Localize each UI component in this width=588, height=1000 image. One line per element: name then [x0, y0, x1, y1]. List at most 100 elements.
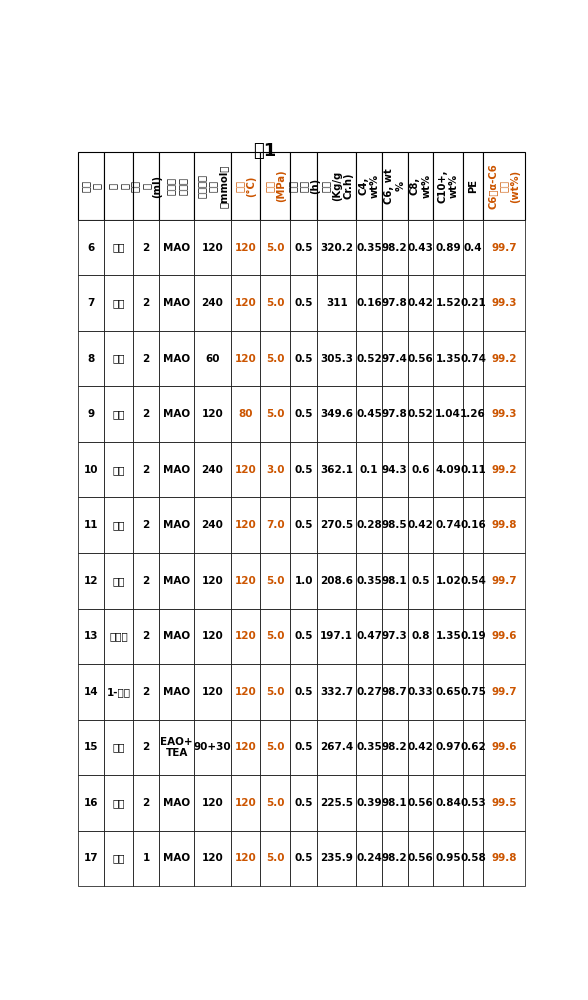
Bar — [356, 609, 382, 664]
Bar — [382, 609, 407, 664]
Bar — [194, 386, 231, 442]
Bar — [260, 386, 290, 442]
Text: 甲苯: 甲苯 — [112, 409, 125, 419]
Bar — [483, 331, 524, 386]
Text: 2: 2 — [142, 576, 150, 586]
Text: 0.75: 0.75 — [460, 687, 486, 697]
Bar — [159, 664, 194, 720]
Text: 5.0: 5.0 — [266, 409, 285, 419]
Bar — [407, 442, 433, 497]
Text: 120: 120 — [202, 853, 223, 863]
Bar — [290, 720, 318, 775]
Text: 1.52: 1.52 — [435, 298, 461, 308]
Text: 甲苯: 甲苯 — [112, 798, 125, 808]
Text: 0.1: 0.1 — [360, 465, 378, 475]
Bar — [104, 152, 133, 220]
Bar — [194, 220, 231, 275]
Bar — [318, 720, 356, 775]
Text: 甲苯: 甲苯 — [112, 520, 125, 530]
Bar — [260, 609, 290, 664]
Bar — [407, 553, 433, 609]
Text: 120: 120 — [202, 798, 223, 808]
Bar — [290, 442, 318, 497]
Text: 0.43: 0.43 — [407, 243, 433, 253]
Text: 2: 2 — [142, 742, 150, 752]
Bar — [159, 442, 194, 497]
Bar — [159, 331, 194, 386]
Text: 5.0: 5.0 — [266, 798, 285, 808]
Text: MAO: MAO — [163, 298, 190, 308]
Bar — [433, 386, 463, 442]
Text: 压力
(MPa): 压力 (MPa) — [265, 170, 286, 202]
Bar — [483, 442, 524, 497]
Text: 120: 120 — [235, 576, 256, 586]
Bar — [382, 664, 407, 720]
Bar — [382, 720, 407, 775]
Text: 0.19: 0.19 — [460, 631, 486, 641]
Bar — [382, 331, 407, 386]
Bar — [433, 442, 463, 497]
Text: 0.5: 0.5 — [295, 742, 313, 752]
Bar — [231, 497, 260, 553]
Bar — [433, 497, 463, 553]
Text: EAO+
TEA: EAO+ TEA — [161, 737, 193, 758]
Bar — [78, 152, 104, 220]
Bar — [159, 553, 194, 609]
Bar — [318, 775, 356, 831]
Bar — [483, 152, 524, 220]
Bar — [194, 152, 231, 220]
Bar — [290, 220, 318, 275]
Bar — [104, 442, 133, 497]
Bar — [159, 386, 194, 442]
Text: PE: PE — [468, 179, 478, 193]
Bar — [104, 331, 133, 386]
Bar — [133, 220, 159, 275]
Bar — [194, 609, 231, 664]
Text: 甲苯: 甲苯 — [112, 853, 125, 863]
Text: MAO: MAO — [163, 576, 190, 586]
Bar — [407, 275, 433, 331]
Text: 120: 120 — [202, 631, 223, 641]
Bar — [433, 775, 463, 831]
Text: 120: 120 — [235, 798, 256, 808]
Text: 99.3: 99.3 — [491, 409, 517, 419]
Text: 0.42: 0.42 — [407, 520, 433, 530]
Text: 0.42: 0.42 — [407, 742, 433, 752]
Bar — [78, 831, 104, 886]
Text: C8,
wt%: C8, wt% — [410, 174, 431, 198]
Text: 0.21: 0.21 — [460, 298, 486, 308]
Text: 97.4: 97.4 — [382, 354, 407, 364]
Text: 0.56: 0.56 — [407, 853, 433, 863]
Text: 0.35: 0.35 — [356, 742, 382, 752]
Bar — [382, 775, 407, 831]
Bar — [463, 442, 483, 497]
Text: 0.35: 0.35 — [356, 576, 382, 586]
Bar — [433, 831, 463, 886]
Text: 120: 120 — [235, 520, 256, 530]
Bar — [433, 331, 463, 386]
Text: 60: 60 — [205, 354, 220, 364]
Text: 二甲苯: 二甲苯 — [109, 631, 128, 641]
Text: 267.4: 267.4 — [320, 742, 353, 752]
Text: 活性
(Kg/g
Cr.h): 活性 (Kg/g Cr.h) — [320, 171, 353, 201]
Bar — [194, 720, 231, 775]
Text: 0.5: 0.5 — [295, 798, 313, 808]
Bar — [133, 831, 159, 886]
Text: 0.5: 0.5 — [295, 520, 313, 530]
Text: 0.33: 0.33 — [407, 687, 433, 697]
Text: MAO: MAO — [163, 243, 190, 253]
Text: 0.53: 0.53 — [460, 798, 486, 808]
Text: 0.27: 0.27 — [356, 687, 382, 697]
Text: 0.28: 0.28 — [356, 520, 382, 530]
Text: MAO: MAO — [163, 853, 190, 863]
Bar — [382, 220, 407, 275]
Bar — [104, 497, 133, 553]
Text: 99.5: 99.5 — [491, 798, 517, 808]
Text: 6: 6 — [88, 243, 95, 253]
Text: 0.5: 0.5 — [295, 465, 313, 475]
Bar — [231, 775, 260, 831]
Text: 4.09: 4.09 — [435, 465, 461, 475]
Text: C6, wt
%: C6, wt % — [384, 168, 405, 204]
Bar — [382, 152, 407, 220]
Bar — [318, 275, 356, 331]
